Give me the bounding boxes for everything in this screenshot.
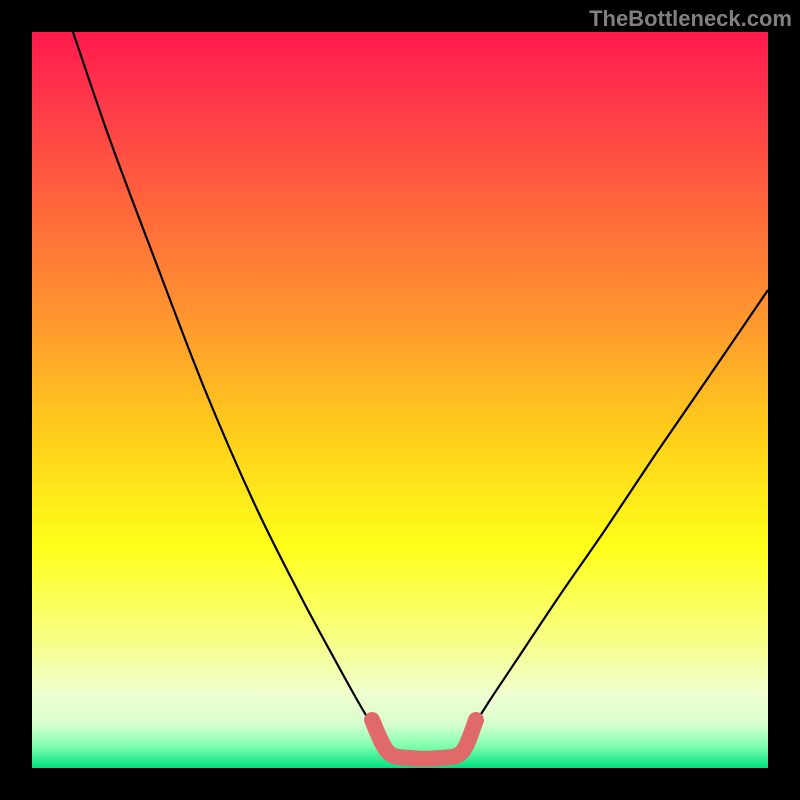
curve-right-branch <box>468 290 768 735</box>
curve-layer <box>0 0 800 800</box>
valley-mask <box>372 720 476 759</box>
watermark-text: TheBottleneck.com <box>589 6 792 32</box>
curve-left-branch <box>73 32 378 735</box>
